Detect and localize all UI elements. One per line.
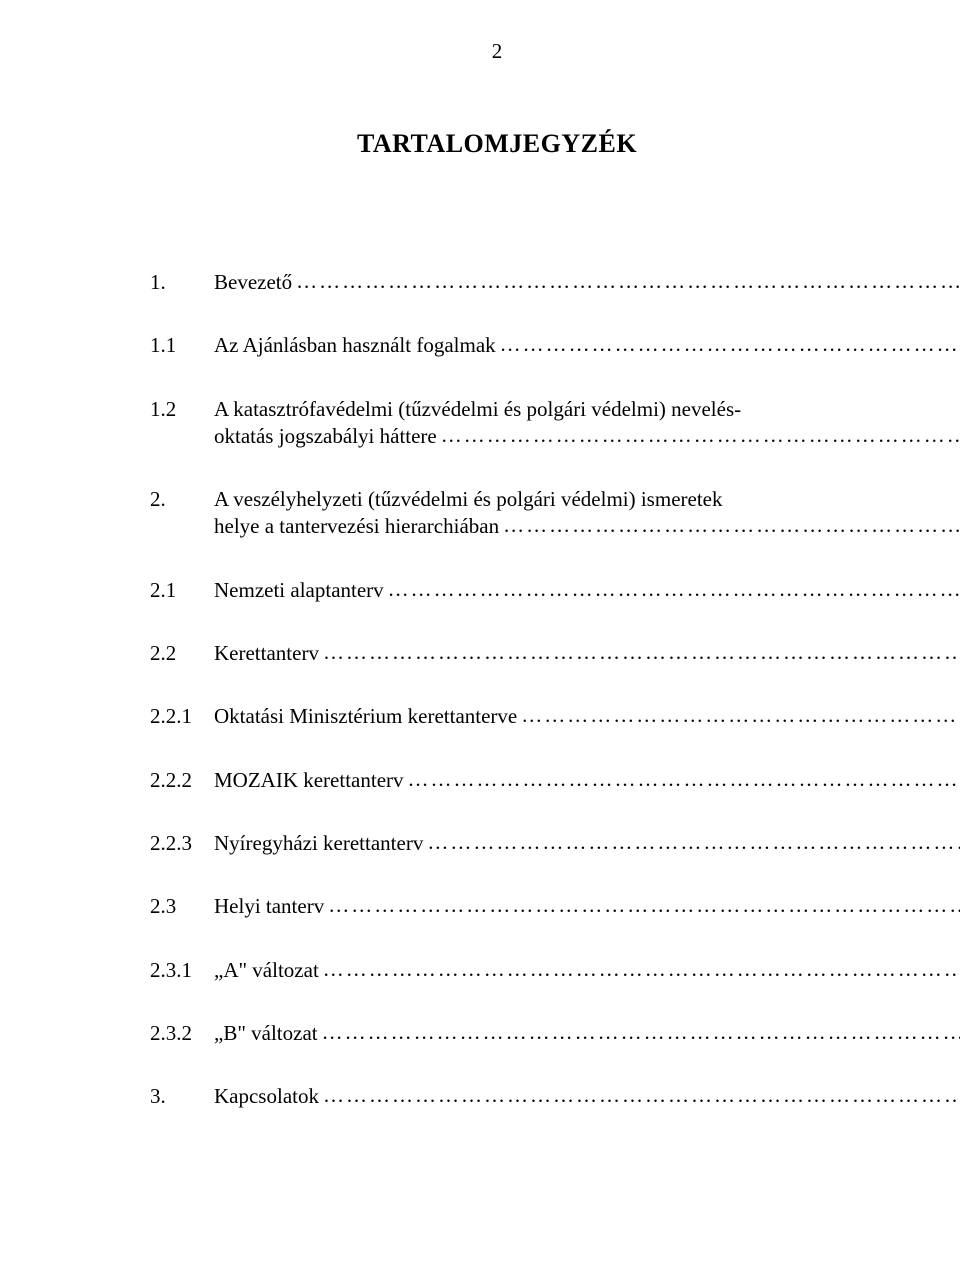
toc-leader-dots xyxy=(500,331,960,358)
toc-entry-text: Az Ajánlásban használt fogalmak xyxy=(214,332,496,359)
toc-entry-number: 2. xyxy=(150,486,214,513)
toc-entry: 1.Bevezető3 xyxy=(150,269,844,296)
toc-leader-dots xyxy=(427,829,960,856)
toc-entry-line: Oktatási Minisztérium kerettanterve5 xyxy=(214,703,960,730)
toc-leader-dots xyxy=(323,1082,960,1109)
toc-entry-body: Oktatási Minisztérium kerettanterve5 xyxy=(214,703,960,730)
toc-entry-number: 2.3.2 xyxy=(150,1020,214,1047)
toc-entry-text: A veszélyhelyzeti (tűzvédelmi és polgári… xyxy=(214,486,722,513)
toc-entry: 2.3.2„B" változat13 xyxy=(150,1020,844,1047)
toc-entry-number: 2.2.3 xyxy=(150,830,214,857)
toc-entry-number: 3. xyxy=(150,1083,214,1110)
toc-entry: 2.2.2MOZAIK kerettanterv6 xyxy=(150,767,844,794)
toc-entry: 2.2.1Oktatási Minisztérium kerettanterve… xyxy=(150,703,844,730)
toc-leader-dots xyxy=(503,512,960,539)
toc-entry-text: „A" változat xyxy=(214,957,319,984)
toc-entry-text: MOZAIK kerettanterv xyxy=(214,767,404,794)
toc-entry: 2.2Kerettanterv5 xyxy=(150,640,844,667)
toc-entry-text: Nyíregyházi kerettanterv xyxy=(214,830,423,857)
toc-entry-text: Kerettanterv xyxy=(214,640,319,667)
toc-entry-line: helye a tantervezési hierarchiában4 xyxy=(214,513,960,540)
toc-entry-line: Helyi tanterv11 xyxy=(214,893,960,920)
toc-entry-body: Kapcsolatok15 xyxy=(214,1083,960,1110)
toc-entry-body: Kerettanterv5 xyxy=(214,640,960,667)
toc-entry-body: Az Ajánlásban használt fogalmak3 xyxy=(214,332,960,359)
toc-leader-dots xyxy=(322,1019,960,1046)
toc-leader-dots xyxy=(323,639,960,666)
toc-entry-text: helye a tantervezési hierarchiában xyxy=(214,513,499,540)
toc-entry: 2.3.1„A" változat12 xyxy=(150,957,844,984)
toc-entry-text: Oktatási Minisztérium kerettanterve xyxy=(214,703,517,730)
toc-entry-line: „B" változat13 xyxy=(214,1020,960,1047)
toc-entry-line: A katasztrófavédelmi (tűzvédelmi és polg… xyxy=(214,396,960,423)
toc-entry-body: Nyíregyházi kerettanterv7 xyxy=(214,830,960,857)
toc-entry-line: Bevezető3 xyxy=(214,269,960,296)
toc-entry: 1.2A katasztrófavédelmi (tűzvédelmi és p… xyxy=(150,396,844,451)
toc-entry: 1.1Az Ajánlásban használt fogalmak3 xyxy=(150,332,844,359)
toc-leader-dots xyxy=(323,956,960,983)
toc-entry-text: „B" változat xyxy=(214,1020,318,1047)
toc-entry-body: Nemzeti alaptanterv4 xyxy=(214,577,960,604)
toc-leader-dots xyxy=(441,422,960,449)
toc-entry-number: 2.1 xyxy=(150,577,214,604)
toc-entry-number: 2.3 xyxy=(150,893,214,920)
toc-leader-dots xyxy=(521,702,960,729)
toc-entry-body: Bevezető3 xyxy=(214,269,960,296)
toc-entry-number: 2.3.1 xyxy=(150,957,214,984)
toc-entry-line: Nyíregyházi kerettanterv7 xyxy=(214,830,960,857)
toc-entry: 2.A veszélyhelyzeti (tűzvédelmi és polgá… xyxy=(150,486,844,541)
page: 2 TARTALOMJEGYZÉK 1.Bevezető3 1.1Az Ajánl… xyxy=(0,0,960,1265)
toc-entry: 2.3Helyi tanterv11 xyxy=(150,893,844,920)
toc-entry-body: A veszélyhelyzeti (tűzvédelmi és polgári… xyxy=(214,486,960,541)
toc-leader-dots xyxy=(296,268,960,295)
toc-leader-dots xyxy=(408,766,960,793)
toc-entry: 3.Kapcsolatok15 xyxy=(150,1083,844,1110)
toc-entry-body: „A" változat12 xyxy=(214,957,960,984)
toc-entry-text: A katasztrófavédelmi (tűzvédelmi és polg… xyxy=(214,396,741,423)
toc-entry-line: Az Ajánlásban használt fogalmak3 xyxy=(214,332,960,359)
toc-entry-text: Helyi tanterv xyxy=(214,893,324,920)
toc-entry: 2.2.3Nyíregyházi kerettanterv7 xyxy=(150,830,844,857)
toc-entry-body: „B" változat13 xyxy=(214,1020,960,1047)
toc-entry-line: Nemzeti alaptanterv4 xyxy=(214,577,960,604)
toc-entry-text: oktatás jogszabályi háttere xyxy=(214,423,437,450)
toc-entry-text: Kapcsolatok xyxy=(214,1083,319,1110)
toc-entry-number: 1.2 xyxy=(150,396,214,423)
toc-entry-number: 2.2.1 xyxy=(150,703,214,730)
toc-entry-line: MOZAIK kerettanterv6 xyxy=(214,767,960,794)
table-of-contents: 1.Bevezető3 1.1Az Ajánlásban használt fog… xyxy=(150,269,844,1110)
toc-entry-text: Bevezető xyxy=(214,269,292,296)
toc-entry-line: „A" változat12 xyxy=(214,957,960,984)
toc-entry-body: MOZAIK kerettanterv6 xyxy=(214,767,960,794)
toc-entry-line: Kerettanterv5 xyxy=(214,640,960,667)
toc-entry-body: A katasztrófavédelmi (tűzvédelmi és polg… xyxy=(214,396,960,451)
toc-entry-number: 1.1 xyxy=(150,332,214,359)
toc-entry-line: A veszélyhelyzeti (tűzvédelmi és polgári… xyxy=(214,486,960,513)
toc-leader-dots xyxy=(328,892,960,919)
toc-entry-body: Helyi tanterv11 xyxy=(214,893,960,920)
page-number: 2 xyxy=(150,39,844,64)
toc-entry: 2.1Nemzeti alaptanterv4 xyxy=(150,577,844,604)
toc-entry-text: Nemzeti alaptanterv xyxy=(214,577,384,604)
toc-entry-number: 1. xyxy=(150,269,214,296)
toc-title: TARTALOMJEGYZÉK xyxy=(150,129,844,159)
toc-leader-dots xyxy=(388,576,960,603)
toc-entry-number: 2.2 xyxy=(150,640,214,667)
toc-entry-line: oktatás jogszabályi háttere4 xyxy=(214,423,960,450)
toc-entry-line: Kapcsolatok15 xyxy=(214,1083,960,1110)
toc-entry-number: 2.2.2 xyxy=(150,767,214,794)
